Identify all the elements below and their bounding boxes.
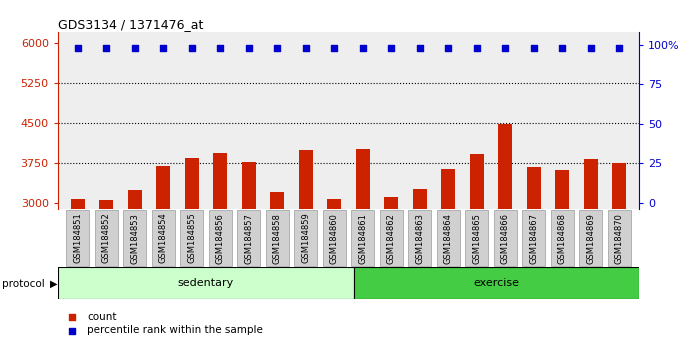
Text: sedentary: sedentary (178, 278, 234, 288)
Bar (180, 210, 203, 266)
Text: GSM184857: GSM184857 (244, 213, 253, 263)
Point (301, 45, 311, 51)
Text: GSM184866: GSM184866 (500, 212, 510, 264)
Point (186, 45, 197, 51)
Point (158, 45, 169, 51)
Point (500, 45, 511, 51)
Bar (241, 162, 256, 354)
Text: GSM184852: GSM184852 (102, 213, 111, 263)
Point (72, 45, 83, 51)
Text: GSM184861: GSM184861 (358, 213, 367, 263)
Bar (579, 210, 602, 266)
Bar (299, 150, 313, 354)
Bar (66, 210, 90, 266)
Text: GSM184858: GSM184858 (273, 213, 282, 263)
Text: GSM184859: GSM184859 (301, 213, 310, 263)
Point (272, 45, 283, 51)
Text: GSM184868: GSM184868 (558, 212, 566, 264)
Text: protocol: protocol (2, 279, 45, 289)
Bar (441, 169, 456, 354)
Text: GSM184870: GSM184870 (615, 213, 624, 263)
Point (129, 45, 140, 51)
Bar (551, 210, 574, 266)
Text: GSM184851: GSM184851 (73, 213, 82, 263)
Text: GSM184856: GSM184856 (216, 213, 225, 263)
Bar (266, 210, 289, 266)
Text: GSM184854: GSM184854 (158, 213, 168, 263)
Point (471, 45, 482, 51)
Bar (583, 159, 598, 354)
Bar (612, 163, 626, 354)
Bar (379, 210, 403, 266)
Bar (607, 210, 631, 266)
Bar (354, 267, 639, 299)
Text: GDS3134 / 1371476_at: GDS3134 / 1371476_at (58, 18, 203, 31)
Point (101, 45, 112, 51)
Text: GSM184869: GSM184869 (586, 213, 595, 263)
Bar (413, 189, 427, 354)
Bar (71, 199, 85, 354)
Bar (437, 210, 460, 266)
Text: ▶: ▶ (50, 279, 58, 289)
Bar (526, 167, 541, 354)
Text: GSM184855: GSM184855 (187, 213, 197, 263)
Bar (95, 210, 118, 266)
Text: GSM184862: GSM184862 (387, 213, 396, 263)
Bar (470, 154, 484, 354)
Text: GSM184864: GSM184864 (444, 213, 453, 263)
Text: GSM184865: GSM184865 (472, 213, 481, 263)
Text: GSM184853: GSM184853 (131, 213, 139, 263)
Bar (522, 210, 545, 266)
Point (557, 45, 568, 51)
Point (585, 45, 596, 51)
Point (243, 45, 254, 51)
Point (329, 45, 340, 51)
Point (443, 45, 454, 51)
Bar (237, 210, 260, 266)
Bar (322, 210, 346, 266)
Bar (408, 210, 431, 266)
Point (386, 45, 396, 51)
Bar (294, 210, 318, 266)
Point (528, 45, 539, 51)
Bar (152, 210, 175, 266)
Bar (209, 210, 232, 266)
Bar (185, 158, 199, 354)
Bar (128, 190, 142, 354)
Text: exercise: exercise (474, 278, 520, 288)
Legend: count, percentile rank within the sample: count, percentile rank within the sample (58, 308, 267, 339)
Bar (465, 210, 488, 266)
Point (414, 45, 425, 51)
Bar (356, 149, 370, 354)
Bar (58, 267, 354, 299)
Bar (351, 210, 375, 266)
Bar (494, 210, 517, 266)
Text: GSM184863: GSM184863 (415, 212, 424, 264)
Bar (384, 196, 398, 354)
Bar (213, 153, 227, 354)
Bar (327, 199, 341, 354)
Bar (555, 170, 569, 354)
Bar (156, 166, 171, 354)
Bar (270, 192, 284, 354)
Point (614, 45, 625, 51)
Point (357, 45, 368, 51)
Point (215, 45, 226, 51)
Text: GSM184867: GSM184867 (529, 212, 539, 264)
Bar (123, 210, 146, 266)
Text: GSM184860: GSM184860 (330, 213, 339, 263)
Bar (99, 200, 114, 354)
Bar (498, 124, 512, 354)
